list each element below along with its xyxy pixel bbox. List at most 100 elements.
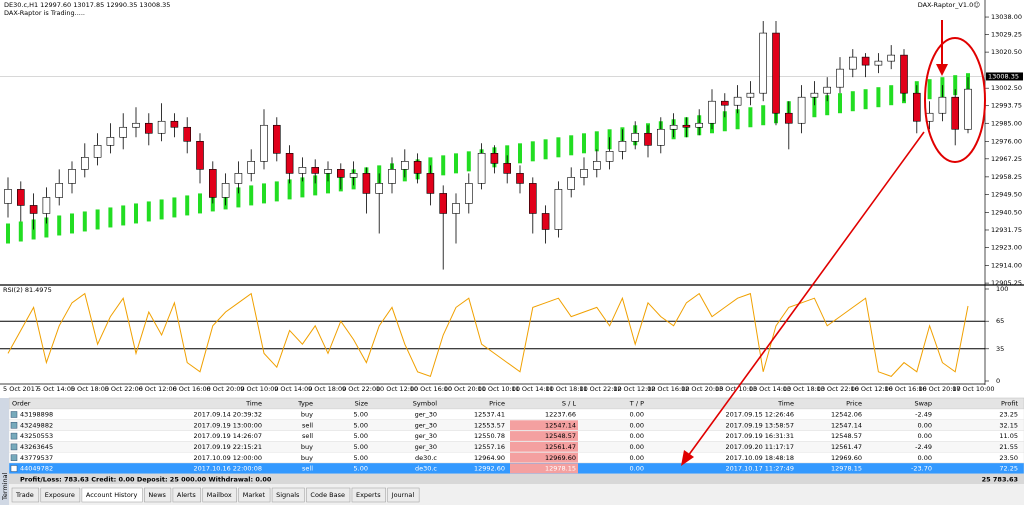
candle-body [247, 161, 255, 174]
arrow-head [936, 64, 948, 76]
tab[interactable] [238, 487, 271, 503]
tab-label[interactable]: Market [243, 491, 266, 499]
candle-body [170, 120, 179, 128]
table-cell: 2017.09.19 13:00:00 [194, 421, 262, 429]
column-header: Profit [1001, 400, 1018, 408]
time-label: 13 Oct 14:00 [749, 385, 791, 393]
tab[interactable] [40, 487, 81, 503]
table-cell: 12537.41 [474, 411, 505, 419]
time-label: 16 Oct 16:00 [884, 385, 926, 393]
tab-label[interactable]: Journal [391, 491, 415, 499]
column-header: Symbol [413, 400, 437, 408]
candle-body [272, 124, 281, 154]
table-cell: 0.00 [918, 421, 932, 429]
candle-body [951, 96, 960, 130]
table-cell: 12964.90 [474, 454, 505, 462]
table-cell: 43250553 [20, 432, 53, 440]
candle-body [836, 68, 844, 88]
table-cell: 0.00 [918, 454, 932, 462]
tab-label[interactable]: Code Base [310, 491, 345, 499]
tab[interactable] [11, 487, 40, 503]
table-cell: 2017.10.17 11:27:49 [726, 465, 794, 473]
time-label: 5 Oct 2017 [3, 385, 39, 393]
row-icon [10, 422, 18, 429]
price-tick-label: 12940.50 [991, 208, 1022, 216]
time-label: 9 Oct 18:00 [308, 385, 346, 393]
candle-body [196, 140, 204, 170]
table-header-bg [8, 397, 1024, 410]
table-cell: 2017.09.15 12:26:46 [726, 411, 794, 419]
candle-body [336, 169, 345, 178]
candle-body [413, 161, 422, 174]
column-header: Price [846, 400, 862, 408]
tab-label[interactable]: News [148, 491, 166, 499]
sl-cell [510, 452, 578, 463]
tab-label[interactable]: Mailbox [207, 491, 232, 499]
rsi-tick-label: 100 [996, 285, 1008, 293]
tab-label[interactable]: Signals [276, 491, 300, 499]
tab[interactable] [81, 487, 143, 503]
candle-body [324, 169, 332, 174]
candle-body [554, 189, 563, 230]
time-label: 11 Oct 14:00 [512, 385, 554, 393]
tab-label[interactable]: Alerts [177, 491, 196, 499]
time-label: 12 Oct 12:00 [613, 385, 655, 393]
tab[interactable] [271, 487, 305, 503]
time-label: 12 Oct 20:00 [681, 385, 723, 393]
candle-body [298, 167, 307, 174]
candle-body [797, 96, 806, 124]
time-label: 9 Oct 22:00 [342, 385, 380, 393]
rsi-tick-label: 35 [996, 345, 1004, 353]
row-icon [10, 443, 18, 451]
candle-body [42, 197, 51, 214]
price-tick-label: 12993.75 [991, 102, 1022, 110]
tab[interactable] [351, 487, 386, 503]
table-cell: sell [302, 421, 313, 429]
candle-body [157, 120, 166, 134]
candle-body [183, 126, 191, 142]
rsi-label: RSI(2) 81.4975 [3, 286, 52, 294]
rsi-tick-label: 0 [996, 377, 1000, 385]
tab[interactable] [306, 487, 351, 503]
table-cell: 5.00 [354, 443, 368, 451]
table-cell: 2017.10.09 12:00:00 [194, 454, 262, 462]
ea-name: DAX-Raptor_V1.0☺ [918, 1, 981, 9]
row-icon [10, 454, 18, 461]
table-cell: 12557.16 [474, 443, 505, 451]
table-cell: 5.00 [354, 432, 368, 440]
tab[interactable] [172, 487, 202, 503]
tab[interactable] [387, 487, 420, 503]
time-label: 6 Oct 16:00 [173, 385, 211, 393]
summary-balance: 25 783.63 [982, 476, 1018, 484]
tab-label[interactable]: Account History [86, 491, 138, 499]
sl-cell [510, 441, 578, 452]
price-tick-label: 13029.25 [991, 31, 1022, 39]
table-cell: 43198898 [20, 411, 53, 419]
tab-label[interactable]: Experts [356, 491, 381, 499]
sl-cell [510, 420, 578, 431]
table-cell: sell [302, 432, 313, 440]
tab[interactable] [144, 487, 172, 503]
table-cell: de30.c [415, 465, 437, 473]
table-cell: 12553.57 [474, 421, 505, 429]
tab[interactable] [202, 487, 237, 503]
tab-label[interactable]: Trade [15, 491, 34, 499]
summary-bg [9, 474, 1024, 484]
candle-body [964, 88, 972, 130]
table-cell: 12548.57 [831, 432, 862, 440]
candle-body [644, 132, 652, 146]
candle-body [528, 183, 537, 214]
price-tick-label: 13038.00 [991, 13, 1022, 21]
table-cell: 43779537 [20, 454, 53, 462]
candle-body [68, 169, 76, 184]
table-cell: 12542.06 [831, 411, 862, 419]
side-strip [0, 398, 9, 505]
tab-label[interactable]: Exposure [45, 491, 75, 499]
column-header: Price [489, 400, 505, 408]
price-tick-label: 12949.50 [991, 190, 1022, 198]
candle-body [848, 56, 857, 70]
candle-body [874, 60, 883, 66]
candle-body [695, 122, 704, 128]
ea-status: DAX-Raptor is Trading..... [4, 9, 85, 17]
candle-body [221, 183, 230, 198]
